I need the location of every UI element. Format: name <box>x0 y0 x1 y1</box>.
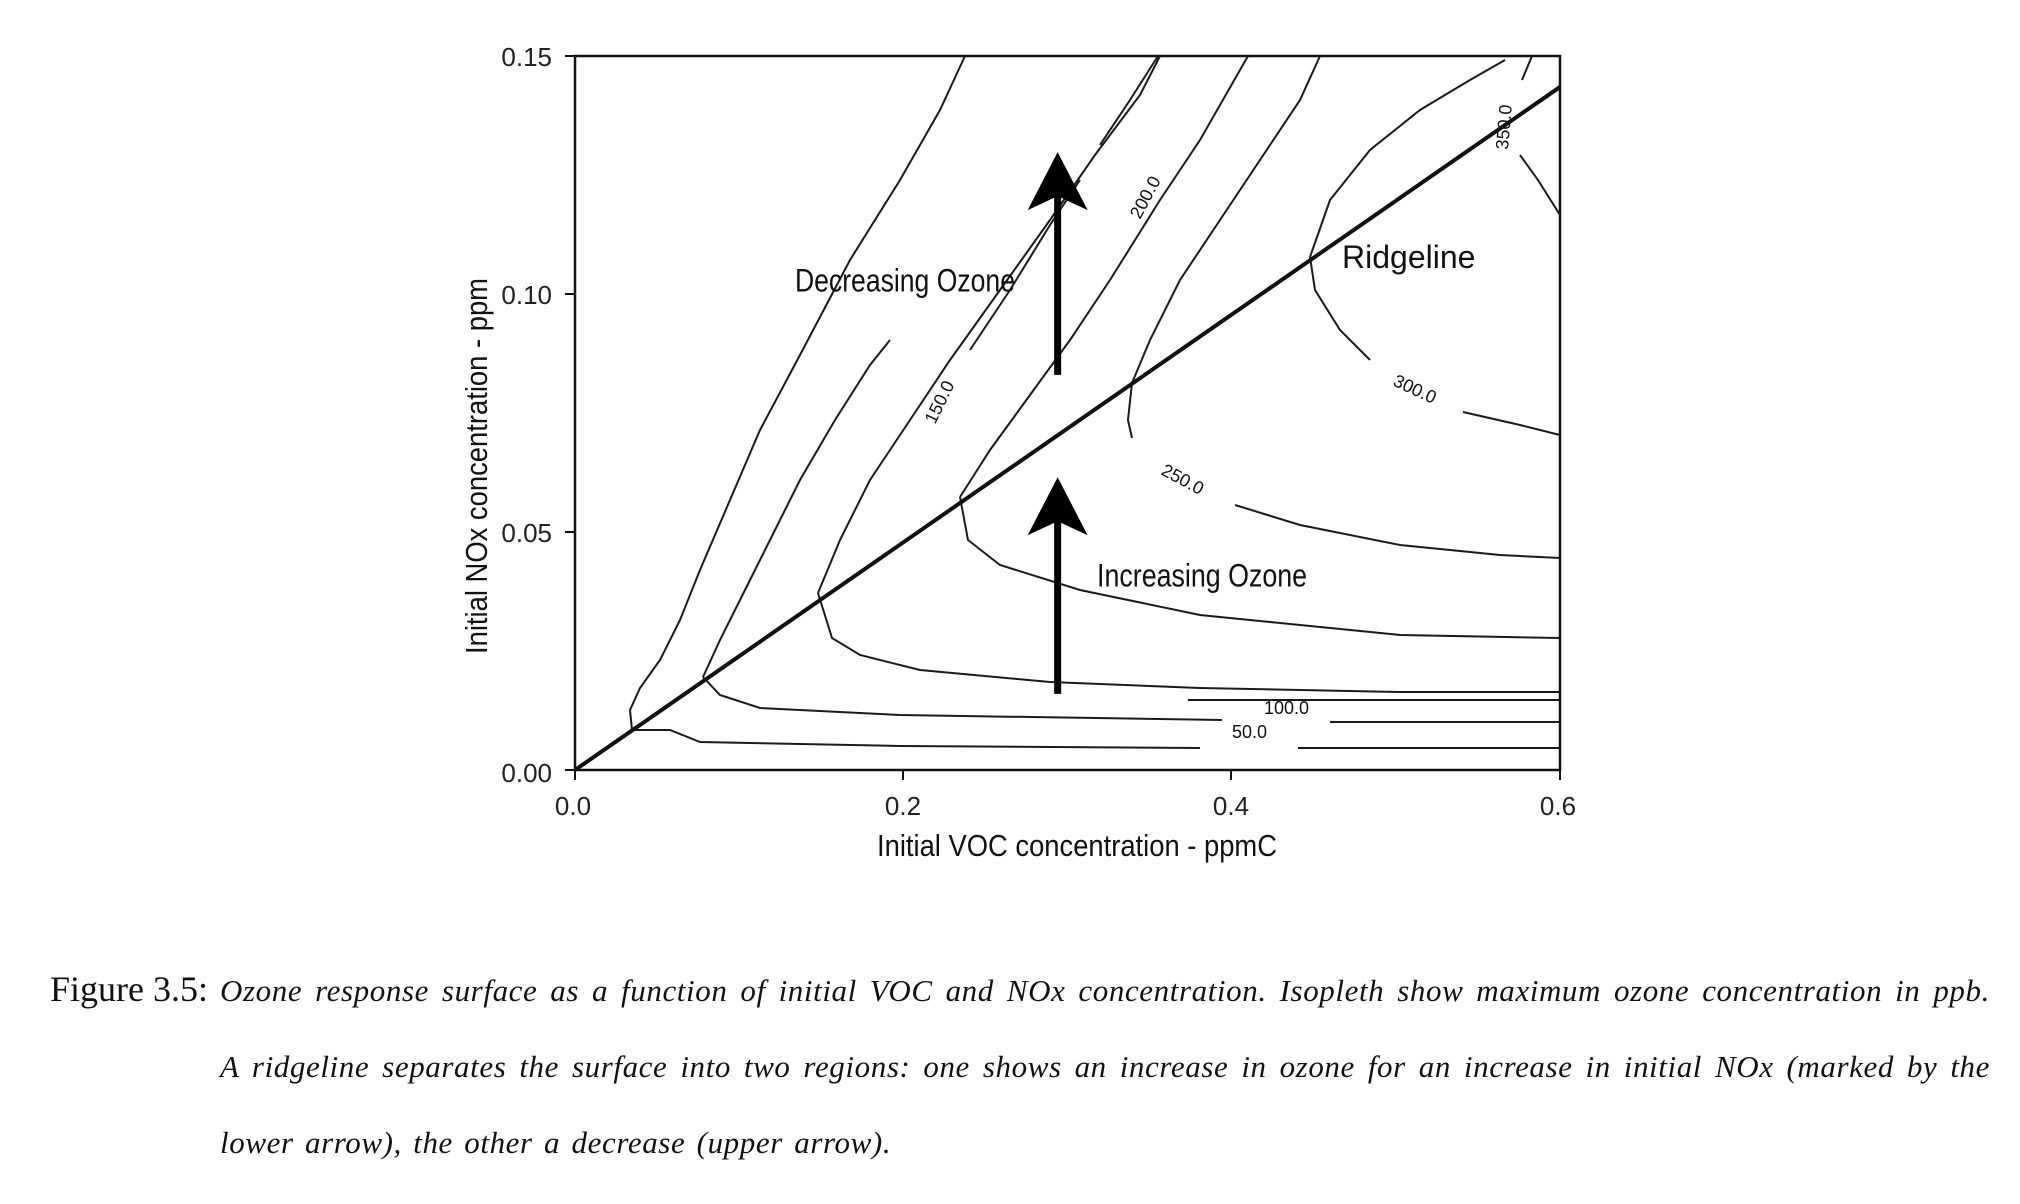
caption-line: Figure 3.5: Ozone response surface as a … <box>50 968 1990 1181</box>
axis-ticks <box>565 55 1561 780</box>
contour-label-50: 50.0 <box>1232 722 1267 742</box>
figure-caption: Figure 3.5: Ozone response surface as a … <box>50 968 1990 1181</box>
contour-350 <box>1521 55 1533 81</box>
ridgeline <box>573 85 1562 772</box>
contour-250 <box>1234 504 1561 559</box>
contour-label-150: 150.0 <box>921 377 959 426</box>
ridgeline-label: Ridgeline <box>1342 239 1475 275</box>
contour-200 <box>702 339 891 678</box>
contour-label-100: 100.0 <box>1264 698 1309 718</box>
contour-200 <box>969 179 1081 351</box>
contour-350 <box>1131 55 1321 384</box>
y-tick-label: 0.10 <box>501 280 552 310</box>
contour-350 <box>1309 59 1506 258</box>
plot-area <box>573 54 1562 772</box>
x-tick-label: 0.0 <box>555 791 591 821</box>
contour-300 <box>959 55 1249 498</box>
x-tick-label: 0.4 <box>1213 791 1249 821</box>
y-tick-label: 0.05 <box>501 518 552 548</box>
contour-label-250: 250.0 <box>1158 460 1207 499</box>
caption-text: Ozone response surface as a function of … <box>220 973 1990 1160</box>
caption-label: Figure 3.5: <box>50 969 208 1009</box>
contour-250 <box>817 55 1161 594</box>
contour-50 <box>632 729 1201 749</box>
contour-150 <box>628 55 966 731</box>
isopleth-contours <box>628 55 1561 749</box>
y-tick-label: 0.00 <box>501 758 552 788</box>
contour-150 <box>817 592 1560 693</box>
y-axis-title: Initial NOx concentration - ppm <box>459 278 494 654</box>
contour-100 <box>702 676 1223 721</box>
contour-label-300: 300.0 <box>1390 370 1439 407</box>
upper-arrow-head <box>1027 152 1088 211</box>
ridgeline-layer <box>573 85 1562 772</box>
contour-label-200: 200.0 <box>1126 173 1165 222</box>
x-tick-label: 0.6 <box>1540 791 1576 821</box>
contour-250 <box>1126 382 1133 439</box>
contour-200 <box>1099 55 1159 146</box>
y-tick-label: 0.15 <box>501 42 552 72</box>
annotation-decreasing-ozone: Decreasing Ozone <box>795 263 1015 299</box>
contour-200 <box>959 496 1561 639</box>
contour-300 <box>1462 411 1561 436</box>
x-tick-label: 0.2 <box>885 791 921 821</box>
arrow-layer <box>1027 152 1088 694</box>
lower-arrow-head <box>1027 477 1088 536</box>
x-axis-title: Initial VOC concentration - ppmC <box>877 828 1277 863</box>
contour-300 <box>1309 256 1371 361</box>
contour-350 <box>1519 154 1561 216</box>
annotation-increasing-ozone: Increasing Ozone <box>1097 558 1307 594</box>
